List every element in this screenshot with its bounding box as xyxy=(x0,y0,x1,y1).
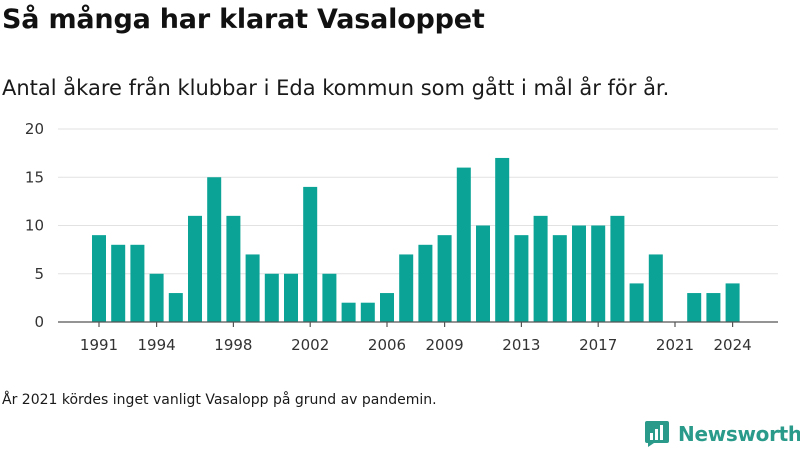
bar-2001 xyxy=(284,273,298,322)
bar-1993 xyxy=(130,244,145,322)
bar-2024 xyxy=(725,283,740,322)
bar-2019 xyxy=(629,283,644,322)
newsworthy-logo-icon xyxy=(645,421,669,447)
x-axis-ticks: 1991 1994 1998 2002 2006 2009 2013 2017 2021 2024 xyxy=(80,322,752,354)
bar-2003 xyxy=(322,273,337,322)
bar-chart: 0 5 10 15 20 1991 1994 1998 2002 2006 2009 2013 201… xyxy=(25,120,778,354)
bar-2005 xyxy=(360,302,375,322)
x-tick-label: 1994 xyxy=(138,336,176,354)
x-tick-label: 2021 xyxy=(656,336,694,354)
x-tick-label: 2017 xyxy=(579,336,617,354)
bars xyxy=(92,157,740,322)
bar-2018 xyxy=(610,215,625,322)
bar-2016 xyxy=(572,225,586,322)
bar-2002 xyxy=(303,186,318,322)
chart-title: Så många har klarat Vasaloppet xyxy=(2,4,485,35)
bar-2007 xyxy=(399,254,414,322)
bar-1991 xyxy=(92,235,106,322)
bar-2009 xyxy=(437,235,452,322)
y-tick-label: 0 xyxy=(34,313,44,331)
y-tick-label: 20 xyxy=(25,120,44,138)
gridlines xyxy=(58,128,778,275)
bar-2011 xyxy=(476,225,490,322)
newsworthy-brand[interactable]: Newsworthy xyxy=(644,420,800,448)
bar-2022 xyxy=(687,293,702,322)
bar-1995 xyxy=(168,293,183,322)
bar-2017 xyxy=(591,225,606,322)
bar-2010 xyxy=(456,167,471,322)
bar-2020 xyxy=(648,254,663,322)
x-tick-label: 1998 xyxy=(214,336,252,354)
bar-1992 xyxy=(111,244,126,322)
brand-name: Newsworthy xyxy=(678,422,800,446)
x-tick-label: 2013 xyxy=(502,336,540,354)
x-tick-label: 2009 xyxy=(426,336,464,354)
bar-2014 xyxy=(533,215,548,322)
y-tick-label: 15 xyxy=(25,168,44,186)
y-tick-label: 5 xyxy=(34,265,44,283)
bar-1998 xyxy=(226,215,241,322)
bar-2015 xyxy=(552,235,567,322)
bar-2000 xyxy=(264,273,279,322)
y-tick-label: 10 xyxy=(25,217,44,235)
bar-1996 xyxy=(188,215,202,322)
bar-2004 xyxy=(341,302,356,322)
bar-1997 xyxy=(207,177,222,322)
x-tick-label: 2002 xyxy=(291,336,329,354)
x-tick-label: 1991 xyxy=(80,336,118,354)
x-tick-label: 2024 xyxy=(714,336,752,354)
footnote: År 2021 kördes inget vanligt Vasalopp på… xyxy=(2,392,437,408)
y-axis-tick-labels: 0 5 10 15 20 xyxy=(25,120,44,331)
bar-2008 xyxy=(418,244,433,322)
bar-2006 xyxy=(380,293,394,322)
bar-2013 xyxy=(514,235,529,322)
bar-1999 xyxy=(245,254,260,322)
bar-1994 xyxy=(149,273,164,322)
x-tick-label: 2006 xyxy=(368,336,406,354)
bar-2023 xyxy=(706,293,721,322)
bar-2012 xyxy=(495,157,510,322)
chart-subtitle: Antal åkare från klubbar i Eda kommun so… xyxy=(2,76,670,100)
